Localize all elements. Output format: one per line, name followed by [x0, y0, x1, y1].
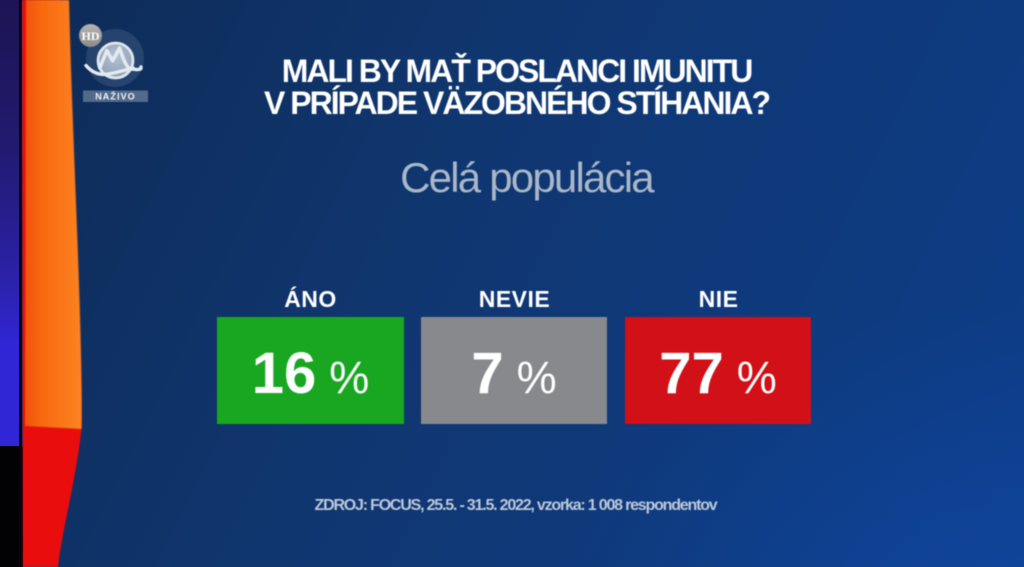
svg-text:NAŽIVO: NAŽIVO: [95, 91, 136, 102]
svg-text:HD: HD: [82, 29, 100, 43]
